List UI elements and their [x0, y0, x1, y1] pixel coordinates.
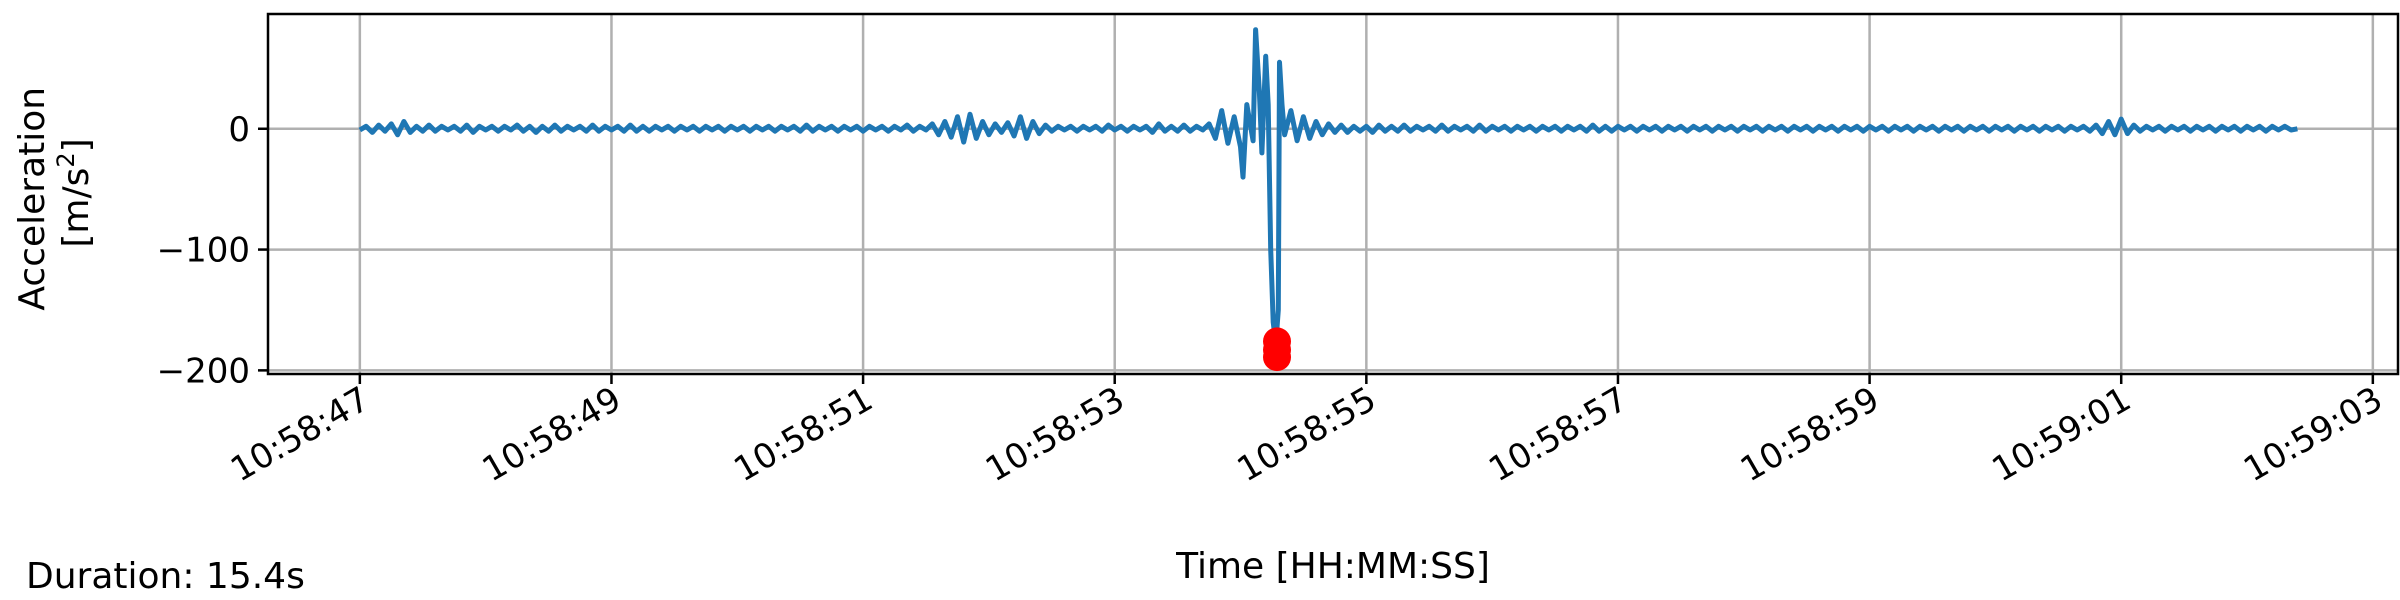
x-tick-label: 10:59:01: [1985, 379, 2137, 490]
x-tick-label: 10:58:55: [1231, 379, 1383, 490]
plot-frame: [268, 14, 2398, 374]
x-tick-label: 10:59:03: [2237, 379, 2389, 490]
grid-lines: [268, 14, 2398, 374]
x-axis-label: Time [HH:MM:SS]: [1175, 546, 1490, 587]
peak-markers: [1263, 327, 1291, 371]
x-tick-label: 10:58:47: [224, 379, 376, 490]
series-layer: [360, 30, 2298, 344]
x-tick-label: 10:58:49: [476, 379, 628, 490]
x-tick-label: 10:58:57: [1482, 379, 1634, 490]
peak-marker: [1263, 343, 1291, 371]
x-tick-label: 10:58:59: [1734, 379, 1886, 490]
y-axis-label-line1: Acceleration: [12, 87, 53, 311]
y-axis-label-line2: [m/s: [56, 168, 97, 248]
x-tick-label: 10:58:51: [727, 379, 879, 490]
y-tick-label: −100: [157, 231, 250, 271]
duration-readout: Duration: 15.4s: [26, 556, 305, 597]
y-tick-label: −200: [157, 351, 250, 391]
y-tick-label: 0: [228, 110, 250, 150]
y-axis-label: Acceleration [m/s2]: [12, 75, 97, 310]
x-tick-label: 10:58:53: [979, 379, 1131, 490]
y-axis-label-line2-suffix: ]: [56, 138, 97, 152]
series-line: [360, 30, 2298, 344]
y-axis-label-superscript: 2: [52, 152, 80, 167]
